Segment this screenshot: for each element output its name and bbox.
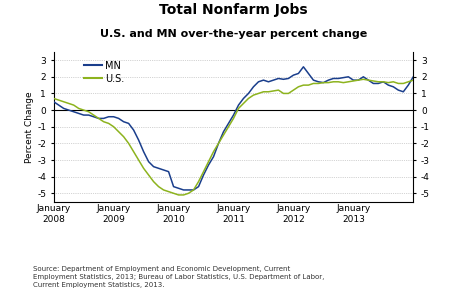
Text: U.S. and MN over-the-year percent change: U.S. and MN over-the-year percent change <box>100 29 367 39</box>
Legend: MN, U.S.: MN, U.S. <box>80 57 128 87</box>
Text: Source: Department of Employment and Economic Development, Current
Employment St: Source: Department of Employment and Eco… <box>33 266 324 288</box>
Y-axis label: Percent Change: Percent Change <box>25 91 34 162</box>
Text: Total Nonfarm Jobs: Total Nonfarm Jobs <box>159 3 308 17</box>
